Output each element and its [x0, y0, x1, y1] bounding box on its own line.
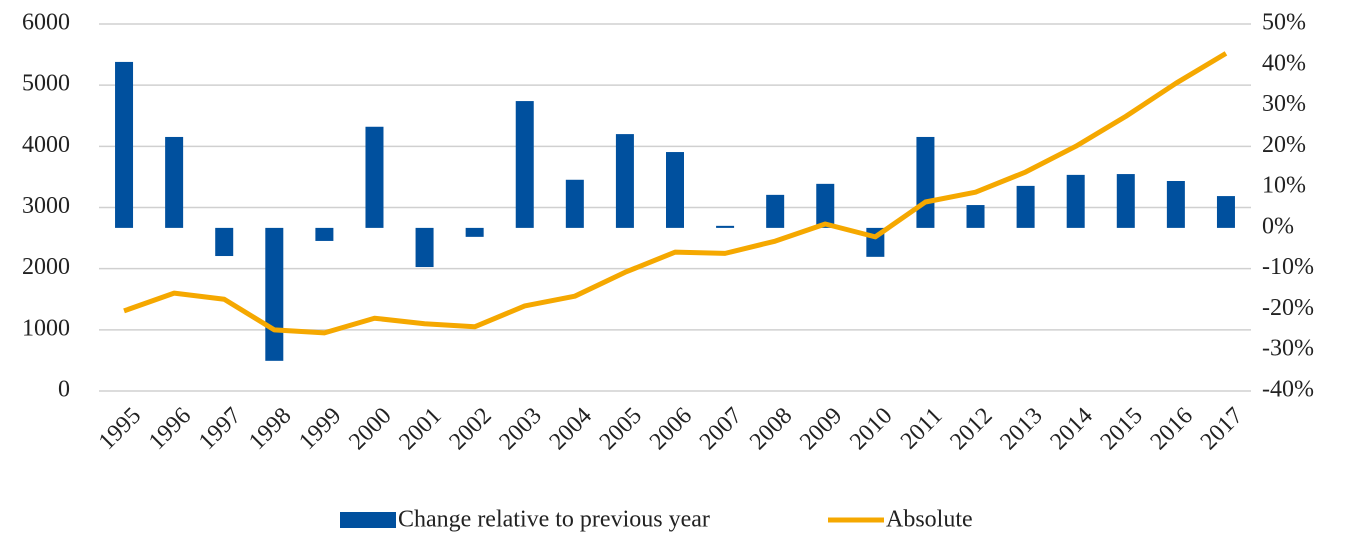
bar — [315, 227, 334, 241]
legend-swatch — [340, 512, 396, 528]
x-tick-label: 2009 — [795, 403, 847, 455]
x-tick-label: 2003 — [495, 403, 547, 455]
x-tick-label: 2002 — [444, 403, 496, 455]
y2-tick-label: 40% — [1262, 50, 1306, 76]
y2-tick-label: 0% — [1262, 213, 1294, 239]
bar — [215, 227, 234, 257]
bar — [1016, 185, 1035, 228]
bar — [565, 179, 584, 228]
legend-label: Absolute — [886, 507, 973, 533]
x-tick-label: 2013 — [995, 403, 1047, 455]
y-tick-label: 3000 — [22, 193, 70, 219]
x-tick-label: 2000 — [344, 403, 396, 455]
x-tick-label: 2012 — [945, 403, 997, 455]
bar — [265, 227, 284, 361]
y2-tick-label: 20% — [1262, 132, 1306, 158]
x-tick-label: 2015 — [1096, 403, 1148, 455]
x-tick-label: 1997 — [194, 403, 246, 455]
line — [123, 51, 1228, 336]
y-tick-label: 4000 — [22, 132, 70, 158]
bar — [716, 225, 735, 228]
x-tick-label: 2016 — [1146, 403, 1198, 455]
x-tick-label: 2010 — [845, 403, 897, 455]
bar — [1216, 196, 1235, 228]
bar — [966, 205, 985, 228]
x-tick-label: 2005 — [595, 403, 647, 455]
bar — [165, 136, 184, 228]
bar — [1116, 174, 1135, 228]
x-tick-label: 2006 — [645, 403, 697, 455]
bar — [816, 183, 835, 228]
bar — [515, 101, 534, 228]
y-tick-label: 2000 — [22, 254, 70, 280]
y-tick-label: 0 — [58, 377, 70, 403]
bar — [115, 61, 134, 228]
bar — [916, 136, 935, 228]
bar — [465, 227, 484, 237]
y2-tick-label: 50% — [1262, 10, 1306, 36]
y2-tick-label: 30% — [1262, 91, 1306, 117]
y2-tick-label: -10% — [1262, 254, 1314, 280]
legend-label: Change relative to previous year — [398, 507, 710, 533]
x-tick-label: 1995 — [94, 403, 146, 455]
x-tick-label: 2017 — [1196, 403, 1248, 455]
x-tick-label: 2014 — [1046, 403, 1098, 455]
bar — [1066, 174, 1085, 228]
x-tick-label: 2001 — [394, 403, 446, 455]
y-tick-label: 1000 — [22, 315, 70, 341]
bar — [365, 126, 384, 228]
x-tick-label: 1999 — [294, 403, 346, 455]
bar — [766, 194, 785, 228]
x-tick-label: 1996 — [144, 403, 196, 455]
bar — [666, 152, 684, 228]
x-tick-label: 2008 — [745, 403, 797, 455]
bar — [415, 227, 434, 268]
y2-tick-label: -30% — [1262, 336, 1314, 362]
x-tick-label: 2011 — [896, 403, 948, 455]
y2-tick-label: -20% — [1262, 295, 1314, 321]
y2-tick-label: 10% — [1262, 173, 1306, 199]
x-tick-label: 2007 — [695, 403, 747, 455]
y2-tick-label: -40% — [1262, 377, 1314, 403]
bar — [615, 134, 634, 228]
y-tick-label: 6000 — [22, 10, 70, 36]
x-tick-label: 1998 — [244, 403, 296, 455]
y-tick-label: 5000 — [22, 71, 70, 97]
x-tick-label: 2004 — [545, 403, 597, 455]
bar — [1166, 180, 1185, 228]
